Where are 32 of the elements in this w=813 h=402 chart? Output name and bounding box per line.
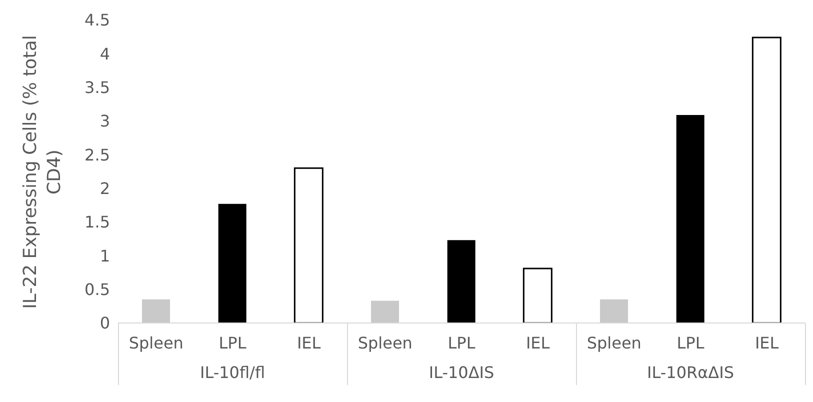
bar xyxy=(752,36,782,323)
bar xyxy=(294,167,324,323)
x-tick-label: IEL xyxy=(754,333,779,352)
bar xyxy=(142,299,170,323)
y-tick-label: 0.5 xyxy=(84,280,110,300)
x-tick-label: LPL xyxy=(218,333,246,352)
text: IL-10fl/fl xyxy=(198,363,266,382)
x-tick-label: LPL xyxy=(676,333,704,352)
x-tick-label: LPL xyxy=(448,333,476,352)
y-tick-label: 1.5 xyxy=(84,212,110,232)
y-tick-label: 2.5 xyxy=(84,145,110,164)
x-tick-label: IEL xyxy=(526,333,550,352)
x-tick-label: Spleen xyxy=(586,333,642,352)
bar xyxy=(676,114,704,323)
y-tick-label: 3.5 xyxy=(84,78,110,98)
bar xyxy=(600,299,628,323)
y-tick-label: 4 xyxy=(100,44,110,64)
y-tick-label: 2 xyxy=(100,179,110,198)
y-tick-label: 0 xyxy=(100,314,110,333)
x-tick-label: Spleen xyxy=(358,333,412,352)
text: IL-10RαΔIS xyxy=(646,363,735,382)
bar xyxy=(447,240,476,323)
y-tick-label: 3 xyxy=(100,112,110,131)
bar xyxy=(371,300,399,323)
y-tick-label: 1 xyxy=(100,246,110,266)
x-tick-label: IEL xyxy=(296,333,321,352)
text: IL-10ΔIS xyxy=(428,363,496,382)
bar xyxy=(218,204,246,323)
y-tick-label: 4.5 xyxy=(84,10,110,30)
bar xyxy=(522,268,552,323)
y-axis-title: IL-22 Expressing Cells (% total CD4) xyxy=(19,34,66,310)
x-tick-label: Spleen xyxy=(128,333,184,352)
